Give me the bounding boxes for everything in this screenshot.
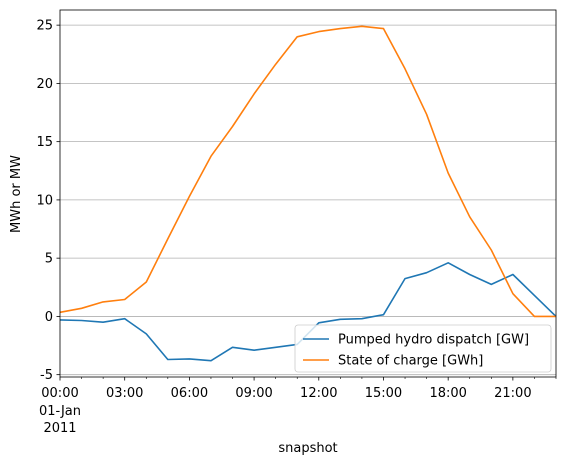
x-axis: 00:00 03:00 06:00 09:00 12:00 15:00 18:00 21:00… — [39, 377, 557, 436]
y-axis: -5 0 5 10 15 20 25 — [36, 19, 60, 383]
series-line-2 — [59, 25, 556, 318]
x-tick-label: 00:00 — [41, 386, 78, 401]
x-tick-label: 12:00 — [300, 386, 337, 401]
plot-frame — [59, 9, 557, 378]
legend-box — [294, 324, 552, 373]
y-gridlines — [60, 24, 556, 376]
y-tick-label: -5 — [40, 368, 53, 383]
y-tick-label: 15 — [36, 135, 53, 150]
y-tick-label: 5 — [45, 252, 53, 267]
y-tick-label: 20 — [36, 77, 53, 92]
x-tick-label: 21:00 — [494, 386, 531, 401]
series-lines — [59, 25, 557, 362]
legend-label: State of charge [GWh] — [338, 354, 483, 369]
x-axis-label: snapshot — [278, 441, 337, 456]
x-tick-label: 06:00 — [171, 386, 208, 401]
x-tick-label: 09:00 — [235, 386, 272, 401]
legend: Pumped hydro dispatch [GW] State of charg… — [294, 324, 552, 373]
x-tick-sublabel: 01-Jan — [39, 404, 81, 419]
y-tick-label: 10 — [36, 193, 53, 208]
x-tick-label: 03:00 — [106, 386, 143, 401]
y-tick-label: 0 — [45, 310, 53, 325]
x-tick-label: 15:00 — [365, 386, 402, 401]
x-tick-label: 18:00 — [429, 386, 466, 401]
x-tick-sublabel: 2011 — [43, 421, 76, 436]
legend-label: Pumped hydro dispatch [GW] — [338, 333, 529, 348]
y-tick-label: 25 — [36, 19, 53, 34]
y-axis-label: MWh or MW — [9, 155, 24, 233]
